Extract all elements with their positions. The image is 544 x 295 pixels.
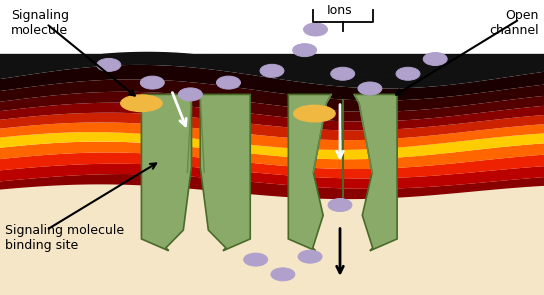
Circle shape bbox=[271, 268, 295, 281]
Polygon shape bbox=[0, 65, 544, 101]
Ellipse shape bbox=[121, 95, 162, 112]
Circle shape bbox=[328, 199, 352, 212]
Circle shape bbox=[423, 53, 447, 65]
Polygon shape bbox=[0, 92, 544, 122]
Circle shape bbox=[97, 58, 121, 71]
Circle shape bbox=[358, 82, 382, 95]
Polygon shape bbox=[0, 122, 544, 150]
Polygon shape bbox=[0, 153, 544, 178]
Polygon shape bbox=[200, 94, 250, 251]
Text: Ions: Ions bbox=[327, 4, 353, 17]
Circle shape bbox=[293, 44, 317, 57]
Polygon shape bbox=[0, 113, 544, 140]
Circle shape bbox=[244, 253, 268, 266]
Circle shape bbox=[331, 67, 355, 80]
Polygon shape bbox=[0, 174, 544, 199]
Text: Signaling
molecule: Signaling molecule bbox=[11, 9, 69, 37]
Text: Open
channel: Open channel bbox=[489, 9, 539, 37]
Polygon shape bbox=[0, 51, 544, 88]
Circle shape bbox=[304, 23, 327, 36]
Circle shape bbox=[396, 67, 420, 80]
Text: Signaling molecule
binding site: Signaling molecule binding site bbox=[5, 224, 125, 252]
Polygon shape bbox=[0, 79, 544, 112]
Polygon shape bbox=[0, 164, 544, 189]
Polygon shape bbox=[141, 94, 191, 251]
Polygon shape bbox=[0, 142, 544, 169]
Polygon shape bbox=[288, 94, 331, 251]
Circle shape bbox=[178, 88, 202, 101]
Polygon shape bbox=[354, 94, 397, 251]
Circle shape bbox=[140, 76, 164, 89]
Circle shape bbox=[298, 250, 322, 263]
Circle shape bbox=[217, 76, 240, 89]
Ellipse shape bbox=[294, 105, 335, 122]
Polygon shape bbox=[0, 132, 544, 159]
Polygon shape bbox=[0, 103, 544, 130]
Circle shape bbox=[260, 64, 284, 77]
